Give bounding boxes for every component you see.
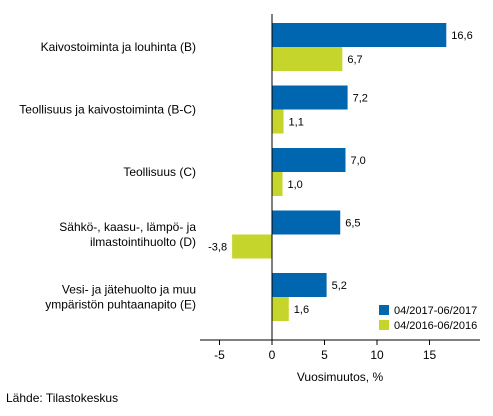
value-label: 1,6 <box>294 304 309 316</box>
bar-previous-1 <box>272 109 284 134</box>
category-label: Sähkö-, kaasu-, lämpö- ja <box>59 220 196 234</box>
legend-label: 04/2016-06/2016 <box>394 320 477 332</box>
x-tick-label: -5 <box>214 348 225 362</box>
legend-label: 04/2017-06/2017 <box>394 305 477 317</box>
value-label: 6,5 <box>345 218 360 230</box>
value-label: 1,0 <box>288 179 303 191</box>
value-label: -3,8 <box>208 242 227 254</box>
bar-previous-4 <box>272 297 289 321</box>
x-tick-label: 0 <box>269 348 276 362</box>
bar-current-1 <box>272 85 348 110</box>
bars-layer <box>232 23 447 321</box>
value-label: 6,7 <box>347 54 362 66</box>
legend-swatch <box>379 320 389 330</box>
bar-previous-0 <box>272 47 343 71</box>
category-label: Vesi- ja jätehuolto ja muu <box>62 283 196 297</box>
value-label: 7,2 <box>353 93 368 105</box>
source-note: Lähde: Tilastokeskus <box>6 391 119 405</box>
category-label: Teollisuus ja kaivostoiminta (B-C) <box>19 103 196 117</box>
legend: 04/2017-06/2017 04/2016-06/2016 <box>379 305 477 332</box>
x-tick-label: 10 <box>370 348 384 362</box>
category-label: Teollisuus (C) <box>123 165 196 179</box>
category-label: ilmastointihuolto (D) <box>90 235 196 249</box>
bar-current-3 <box>272 210 341 235</box>
x-axis-title: Vuosimuutos, % <box>297 370 384 384</box>
value-label: 5,2 <box>332 280 347 292</box>
category-label: ympäristön puhtaanapito (E) <box>45 298 196 312</box>
bar-previous-2 <box>272 172 283 196</box>
x-tick-label: 5 <box>321 348 328 362</box>
value-label: 7,0 <box>351 155 366 167</box>
value-label: 16,6 <box>451 30 472 42</box>
bar-current-4 <box>272 273 327 297</box>
bar-current-0 <box>272 23 447 47</box>
legend-swatch <box>379 305 389 315</box>
x-tick-label: 15 <box>423 348 437 362</box>
bar-previous-3 <box>232 234 272 259</box>
value-label: 1,1 <box>289 117 304 129</box>
x-axis: -5 0 5 10 15 <box>200 14 480 362</box>
labels-layer: 16,6 6,7 Kaivostoiminta ja louhinta (B) 7,2… <box>19 30 472 316</box>
category-label: Kaivostoiminta ja louhinta (B) <box>41 40 196 54</box>
bar-current-2 <box>272 148 346 172</box>
